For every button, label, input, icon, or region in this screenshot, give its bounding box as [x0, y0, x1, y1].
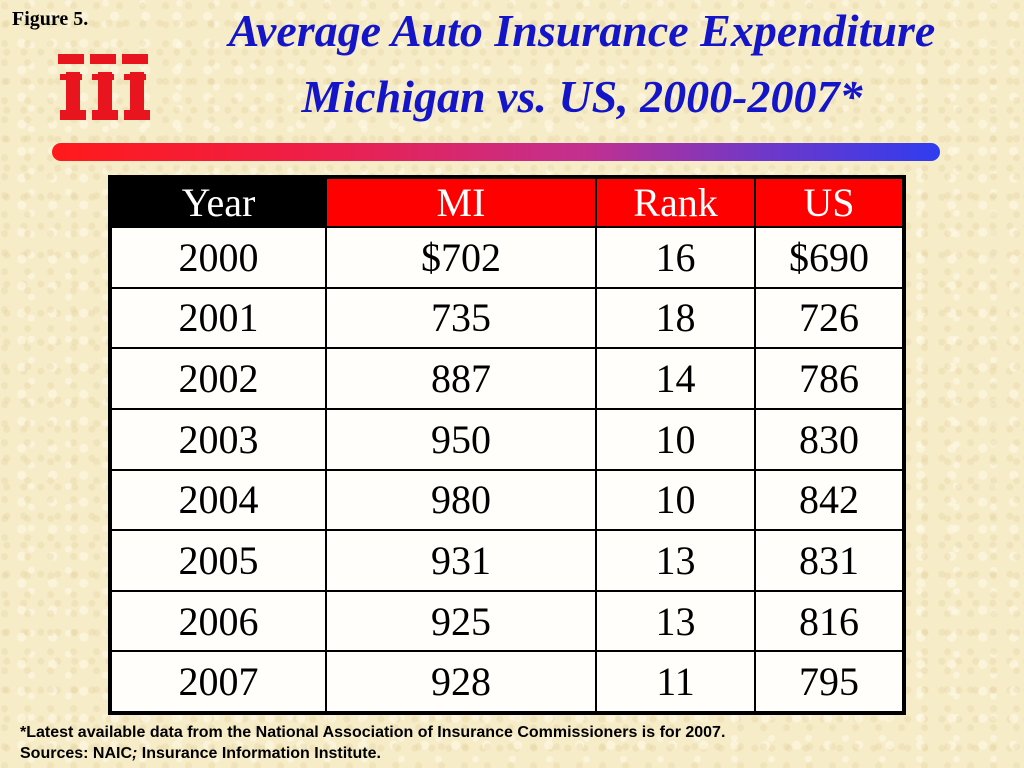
cell-year: 2005 — [110, 529, 327, 592]
cell-mi: 887 — [325, 347, 597, 410]
figure-label: Figure 5. — [12, 8, 89, 30]
iii-logo-icon — [58, 54, 150, 120]
table-row: 2007 928 11 795 — [110, 650, 904, 713]
footnote-line-2: Sources: NAIC; Insurance Information Ins… — [20, 743, 725, 764]
table-row: 2001 735 18 726 — [110, 286, 904, 350]
cell-rank: 18 — [595, 286, 756, 350]
cell-mi: 925 — [325, 589, 597, 653]
footnote-line-1: *Latest available data from the National… — [20, 724, 726, 741]
table-row: 2006 925 13 816 — [110, 589, 904, 653]
cell-rank: 10 — [595, 407, 756, 471]
cell-us: 726 — [754, 286, 904, 350]
chart-title: Average Auto Insurance Expenditure — [228, 5, 936, 56]
table-row: 2005 931 13 831 — [110, 529, 904, 592]
header-mi: MI — [325, 177, 597, 228]
cell-mi: $702 — [325, 226, 597, 289]
cell-us: 795 — [754, 650, 904, 713]
cell-year: 2004 — [110, 468, 327, 532]
footnote-sources-rest: Insurance Information Institute. — [137, 745, 381, 762]
cell-mi: 950 — [325, 407, 597, 471]
cell-us: 842 — [754, 468, 904, 532]
cell-year: 2003 — [110, 407, 327, 471]
cell-rank: 14 — [595, 347, 756, 410]
table-row: 2000 $702 16 $690 — [110, 226, 904, 289]
cell-rank: 13 — [595, 589, 756, 653]
cell-us: $690 — [754, 226, 904, 289]
cell-us: 831 — [754, 529, 904, 592]
cell-us: 786 — [754, 347, 904, 410]
header-rank: Rank — [595, 177, 756, 228]
header-year: Year — [110, 177, 327, 228]
header-us: US — [754, 177, 904, 228]
data-table: Year MI Rank US 2000 $702 16 $690 2001 7… — [110, 177, 904, 713]
cell-rank: 13 — [595, 529, 756, 592]
cell-year: 2006 — [110, 589, 327, 653]
table-row: 2003 950 10 830 — [110, 407, 904, 471]
cell-rank: 11 — [595, 650, 756, 713]
cell-us: 830 — [754, 407, 904, 471]
title-divider — [52, 143, 940, 161]
cell-mi: 980 — [325, 468, 597, 532]
table-row: 2002 887 14 786 — [110, 347, 904, 410]
table-header-row: Year MI Rank US — [110, 177, 904, 228]
cell-year: 2007 — [110, 650, 327, 713]
cell-mi: 931 — [325, 529, 597, 592]
cell-rank: 10 — [595, 468, 756, 532]
cell-mi: 928 — [325, 650, 597, 713]
footnote: *Latest available data from the National… — [20, 722, 725, 764]
chart-subtitle: Michigan vs. US, 2000-2007* — [301, 71, 863, 122]
cell-rank: 16 — [595, 226, 756, 289]
table-row: 2004 980 10 842 — [110, 468, 904, 532]
cell-us: 816 — [754, 589, 904, 653]
data-table-container: Year MI Rank US 2000 $702 16 $690 2001 7… — [108, 175, 906, 715]
cell-mi: 735 — [325, 286, 597, 350]
cell-year: 2000 — [110, 226, 327, 289]
footnote-sources-label: Sources: NAIC — [20, 745, 133, 762]
cell-year: 2001 — [110, 286, 327, 350]
cell-year: 2002 — [110, 347, 327, 410]
footnote-separator: ; — [132, 745, 138, 762]
